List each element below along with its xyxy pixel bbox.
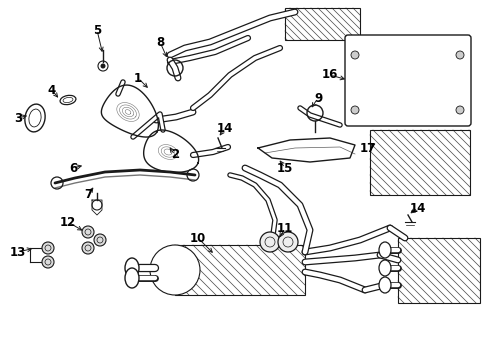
- Text: 17: 17: [360, 141, 376, 154]
- Text: 14: 14: [410, 202, 426, 215]
- Circle shape: [351, 51, 359, 59]
- Circle shape: [82, 226, 94, 238]
- Circle shape: [150, 245, 200, 295]
- Bar: [398, 238, 480, 303]
- Text: 9: 9: [314, 91, 322, 104]
- Text: 11: 11: [277, 221, 293, 234]
- Text: 5: 5: [93, 23, 101, 36]
- Text: 16: 16: [322, 68, 338, 81]
- Circle shape: [82, 242, 94, 254]
- Text: 12: 12: [60, 216, 76, 229]
- FancyBboxPatch shape: [345, 35, 471, 126]
- Circle shape: [42, 256, 54, 268]
- Text: 6: 6: [69, 162, 77, 175]
- Ellipse shape: [125, 258, 139, 278]
- Ellipse shape: [29, 109, 41, 127]
- Ellipse shape: [25, 104, 45, 132]
- Circle shape: [278, 232, 298, 252]
- Ellipse shape: [60, 95, 76, 105]
- Ellipse shape: [125, 268, 139, 288]
- Circle shape: [351, 106, 359, 114]
- Bar: [285, 8, 360, 40]
- Text: 13: 13: [10, 246, 26, 258]
- Text: 10: 10: [190, 231, 206, 244]
- Text: 2: 2: [171, 148, 179, 162]
- Text: 1: 1: [134, 72, 142, 85]
- Circle shape: [100, 63, 105, 68]
- Text: 3: 3: [14, 112, 22, 125]
- Circle shape: [94, 234, 106, 246]
- Ellipse shape: [379, 260, 391, 276]
- Text: 14: 14: [217, 122, 233, 135]
- Circle shape: [456, 106, 464, 114]
- Circle shape: [260, 232, 280, 252]
- Circle shape: [42, 242, 54, 254]
- Text: 8: 8: [156, 36, 164, 49]
- Polygon shape: [258, 138, 355, 162]
- Ellipse shape: [63, 98, 73, 103]
- Ellipse shape: [379, 277, 391, 293]
- Polygon shape: [144, 130, 198, 172]
- Bar: [370, 130, 470, 195]
- Circle shape: [456, 51, 464, 59]
- Bar: [175, 245, 305, 295]
- Text: 15: 15: [277, 162, 293, 175]
- Text: 4: 4: [48, 84, 56, 96]
- Polygon shape: [101, 85, 158, 137]
- Ellipse shape: [379, 242, 391, 258]
- Text: 7: 7: [84, 189, 92, 202]
